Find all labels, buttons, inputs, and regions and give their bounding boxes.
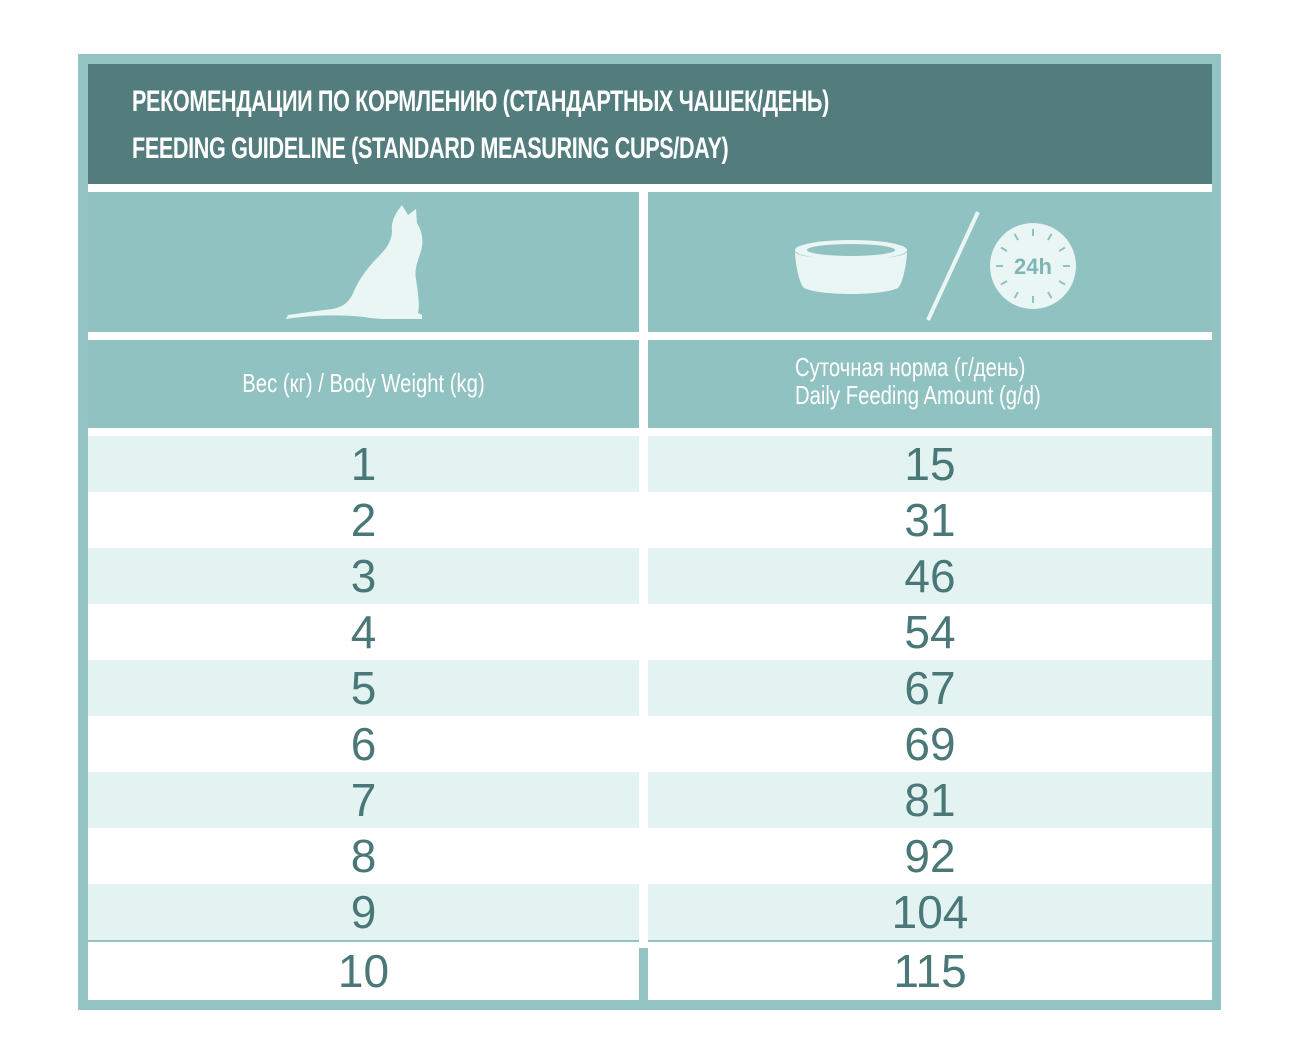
table-row: 2 31: [88, 492, 1212, 548]
title-bar: [88, 64, 1212, 186]
weight-cell: 9: [88, 884, 639, 940]
table-row: 1 15: [88, 436, 1212, 492]
table-row: 10 115: [88, 942, 1212, 1000]
weight-cell: 5: [88, 660, 639, 716]
weight-cell: 1: [88, 436, 639, 492]
column-divider: [639, 192, 648, 948]
slash-divider: [926, 211, 980, 321]
weight-cell: 3: [88, 548, 639, 604]
amount-cell: 92: [648, 828, 1212, 884]
title-russian: РЕКОМЕНДАЦИИ ПО КОРМЛЕНИЮ (СТАНДАРТНЫХ Ч…: [132, 85, 829, 118]
weight-cell: 2: [88, 492, 639, 548]
amount-cell: 81: [648, 772, 1212, 828]
label-cell-right: [648, 340, 1212, 428]
divider-below-title: [88, 184, 1212, 192]
amount-label-russian: Суточная норма (г/день): [795, 352, 1026, 382]
weight-cell: 6: [88, 716, 639, 772]
table-row: 3 46: [88, 548, 1212, 604]
amount-cell: 31: [648, 492, 1212, 548]
amount-cell: 67: [648, 660, 1212, 716]
table-row: 5 67: [88, 660, 1212, 716]
weight-cell: 10: [88, 942, 639, 1000]
bowl-icon: [795, 240, 907, 294]
amount-cell: 69: [648, 716, 1212, 772]
clock-24h-icon: 24h: [990, 223, 1076, 309]
table-row: 9 104: [88, 884, 1212, 940]
weight-column-label: Вес (кг) / Body Weight (kg): [242, 368, 485, 398]
cat-icon: [286, 205, 423, 319]
amount-cell: 104: [648, 884, 1212, 940]
divider-below-labels: [88, 428, 1212, 436]
weight-cell: 8: [88, 828, 639, 884]
weight-cell: 7: [88, 772, 639, 828]
weight-cell: 4: [88, 604, 639, 660]
amount-cell: 54: [648, 604, 1212, 660]
table-row: 8 92: [88, 828, 1212, 884]
table-row: 6 69: [88, 716, 1212, 772]
amount-column-label: Суточная норма (г/день) Daily Feeding Am…: [795, 353, 1041, 409]
title-english: FEEDING GUIDELINE (STANDARD MEASURING CU…: [132, 132, 729, 165]
table-row: 4 54: [88, 604, 1212, 660]
label-cell-left: [88, 340, 639, 428]
amount-cell: 115: [648, 942, 1212, 1000]
amount-cell: 15: [648, 436, 1212, 492]
divider-below-icons: [88, 332, 1212, 340]
amount-cell: 46: [648, 548, 1212, 604]
amount-label-english: Daily Feeding Amount (g/d): [795, 380, 1041, 410]
icon-cell-right: [648, 192, 1212, 332]
table-row: 7 81: [88, 772, 1212, 828]
clock-label: 24h: [1014, 254, 1052, 279]
